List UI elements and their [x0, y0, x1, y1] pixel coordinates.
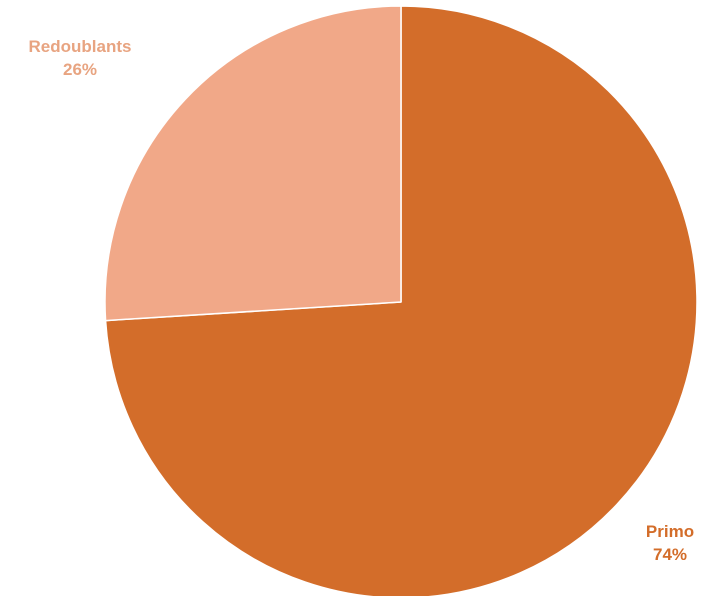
data-label-redoublants: Redoublants 26% [16, 35, 144, 81]
data-label-redoublants-name: Redoublants [28, 37, 132, 56]
pie-slice-redoublants [104, 5, 402, 322]
data-label-primo: Primo 74% [612, 520, 712, 566]
data-label-primo-name: Primo [645, 522, 695, 541]
data-label-primo-percent: 74% [652, 545, 688, 564]
data-label-redoublants-percent: 26% [62, 60, 98, 79]
